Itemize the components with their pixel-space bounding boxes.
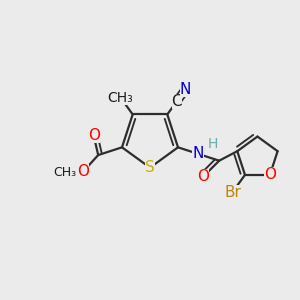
Text: CH₃: CH₃	[108, 91, 134, 105]
Text: Br: Br	[224, 184, 241, 200]
Text: N: N	[193, 146, 204, 161]
Text: O: O	[77, 164, 89, 179]
Text: N: N	[180, 82, 191, 97]
Text: CH₃: CH₃	[54, 166, 77, 179]
Text: O: O	[197, 169, 209, 184]
Text: H: H	[208, 136, 218, 151]
Text: C: C	[172, 94, 182, 109]
Text: S: S	[145, 160, 155, 175]
Text: O: O	[88, 128, 100, 143]
Text: O: O	[264, 167, 276, 182]
